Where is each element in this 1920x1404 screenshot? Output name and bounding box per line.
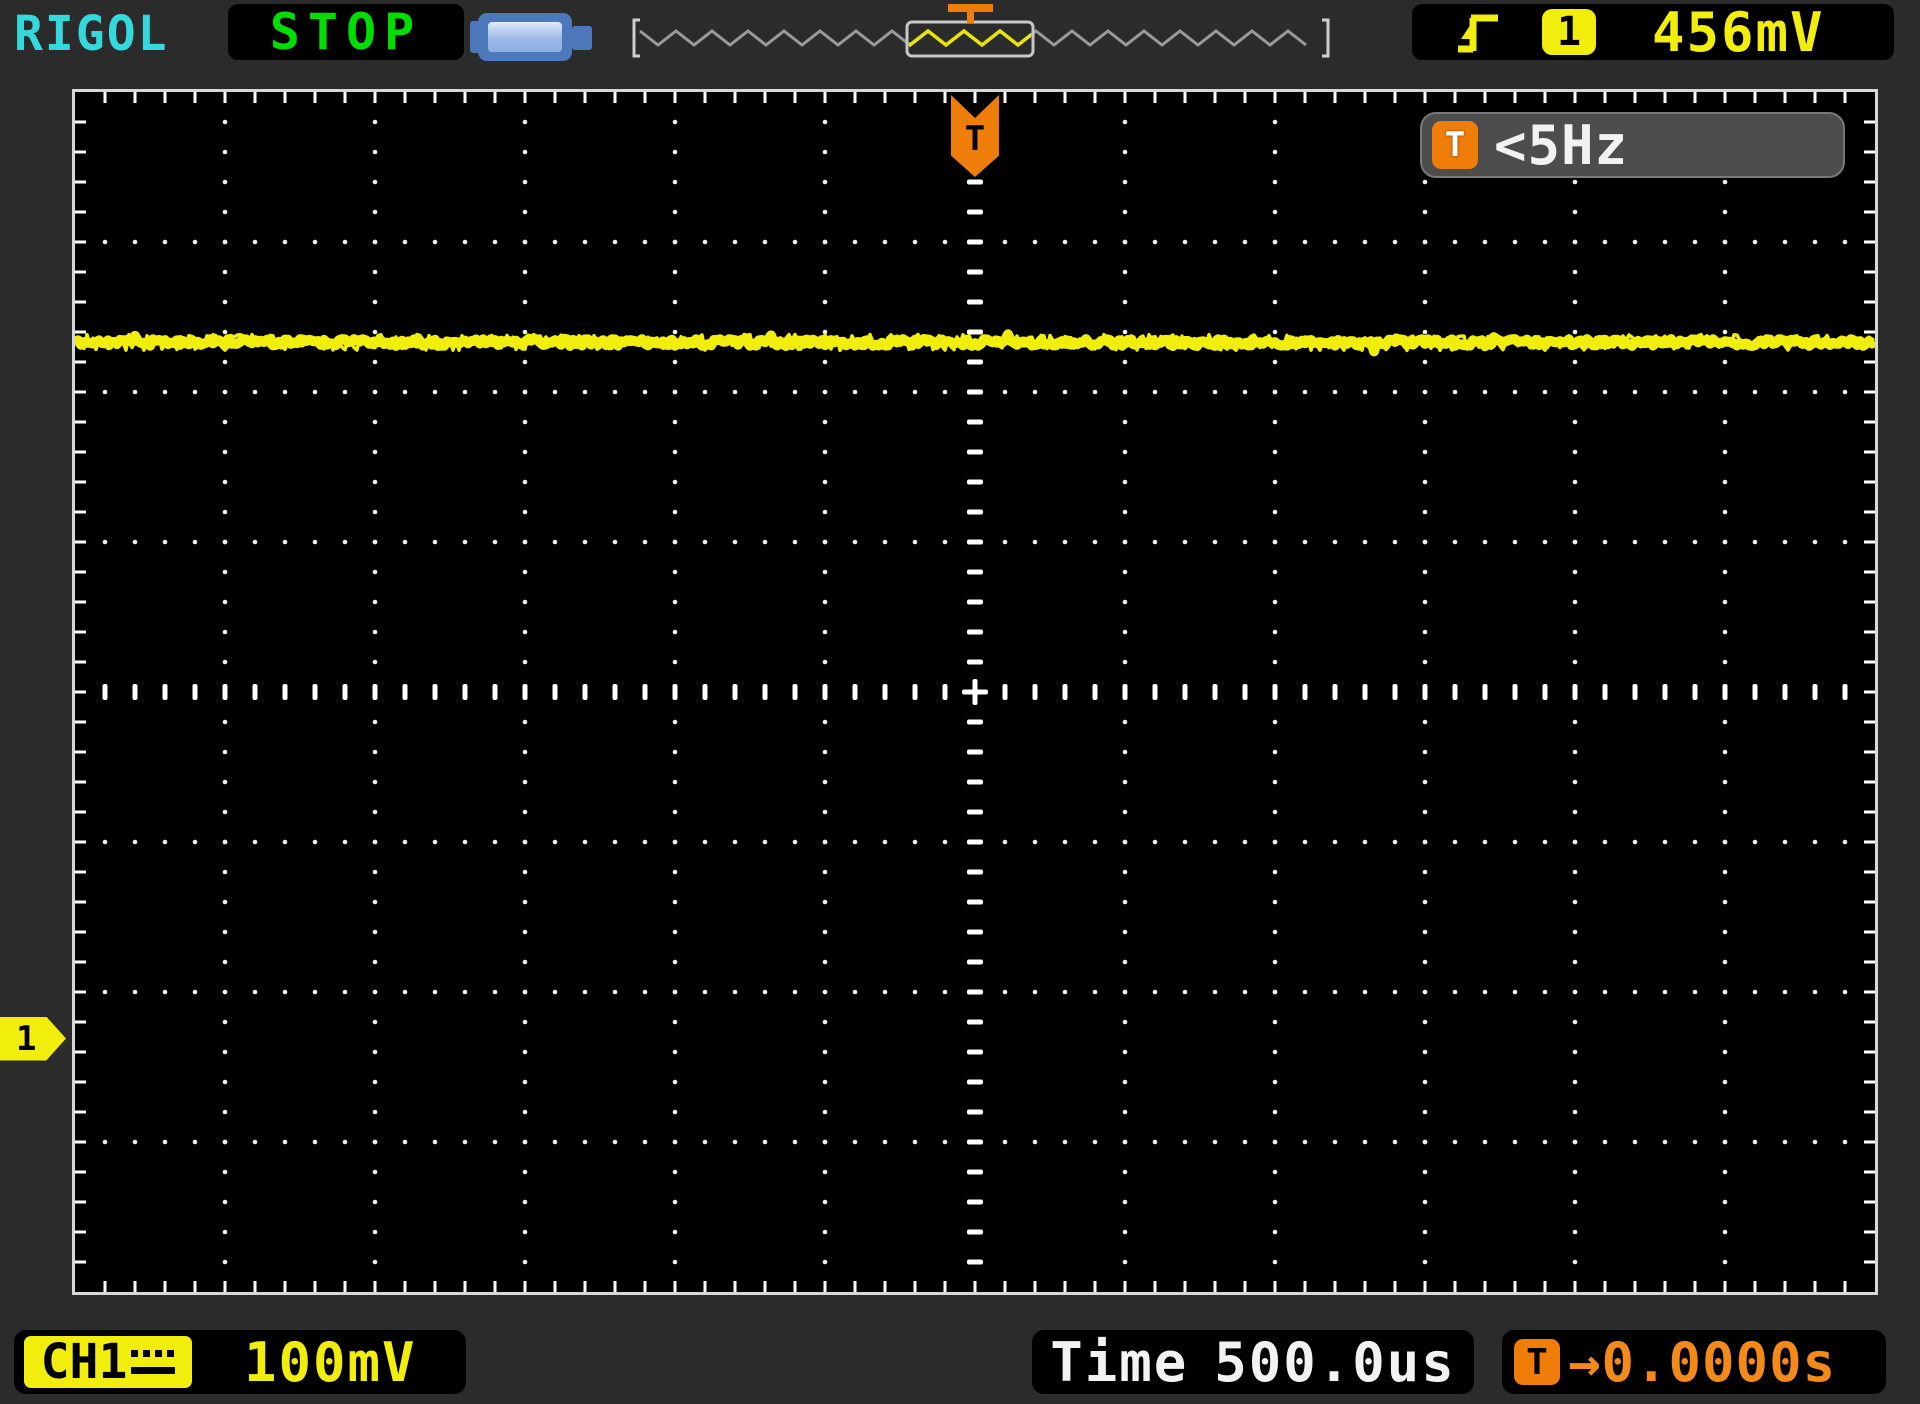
- brand-logo: RIGOL: [14, 6, 169, 62]
- usb-storage-icon: [470, 13, 592, 61]
- usb-body-highlight: [488, 22, 562, 52]
- channel-1-badge[interactable]: CH1: [24, 1334, 192, 1390]
- timebase-badge[interactable]: Time 500.0us: [1032, 1330, 1474, 1394]
- trigger-source-channel-badge: 1: [1542, 9, 1596, 55]
- graticule: T T <5Hz: [72, 89, 1878, 1295]
- trigger-source-channel: 1: [1556, 9, 1582, 55]
- channel-1-ground-marker-label: 1: [16, 1018, 37, 1059]
- rising-edge-icon: [1458, 14, 1498, 53]
- channel-settings-badge[interactable]: CH1 100mV: [14, 1330, 466, 1394]
- trigger-offset-value: →0.0000s: [1568, 1330, 1837, 1394]
- trigger-icon: T: [1432, 121, 1478, 169]
- dc-coupling-icon: [131, 1350, 176, 1374]
- channel-1-badge-label: CH1: [40, 1334, 128, 1390]
- coupling-dashed-line: [131, 1350, 176, 1357]
- time-per-div-value: 500.0us: [1214, 1330, 1456, 1394]
- horizontal-position-strip[interactable]: [628, 0, 1334, 62]
- trigger-offset-icon: T: [1514, 1339, 1560, 1385]
- waveform-overview-icon: [632, 4, 1330, 58]
- usb-right-nub: [572, 26, 592, 50]
- channel-1-ground-marker[interactable]: 1: [0, 1016, 66, 1061]
- trigger-readout-badge[interactable]: 1 456mV: [1412, 1, 1894, 64]
- trigger-icon-label: T: [1444, 125, 1466, 165]
- trigger-position-marker-label: T: [964, 119, 986, 159]
- trigger-frequency-badge: T <5Hz: [1420, 112, 1845, 178]
- trigger-level-value: 456mV: [1652, 0, 1825, 64]
- coupling-solid-line: [131, 1367, 176, 1374]
- trigger-offset-icon-label: T: [1526, 1341, 1548, 1383]
- volts-per-div-value: 100mV: [244, 1330, 417, 1394]
- time-label: Time: [1050, 1330, 1189, 1394]
- run-status-label: STOP: [269, 3, 423, 61]
- trigger-offset-badge[interactable]: T →0.0000s: [1502, 1330, 1886, 1394]
- usb-left-nub: [470, 21, 480, 53]
- grid-and-trace: [75, 92, 1875, 1292]
- run-status-badge[interactable]: STOP: [228, 3, 464, 61]
- trigger-frequency-text: <5Hz: [1494, 113, 1629, 177]
